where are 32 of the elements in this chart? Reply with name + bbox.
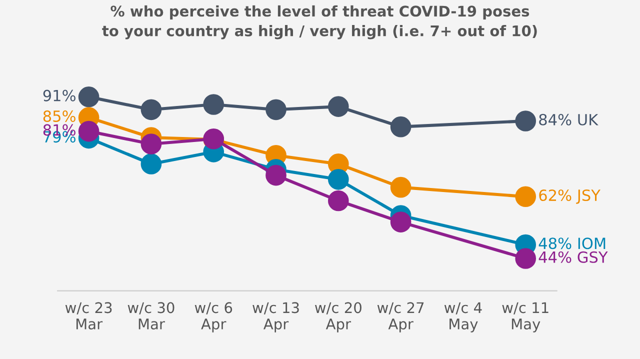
x-tick-label: w/c 20 Apr xyxy=(314,302,362,332)
point xyxy=(203,94,224,115)
point xyxy=(328,169,349,190)
point xyxy=(328,96,349,117)
x-tick-label: w/c 30 Mar xyxy=(128,302,174,330)
data-label: 91% xyxy=(43,90,76,102)
text: 48% IOM xyxy=(538,238,606,250)
point xyxy=(78,120,100,142)
point xyxy=(328,190,349,212)
x-tick-label: w/c 13 Apr xyxy=(252,302,299,332)
x-tick-label: w/c 11 May xyxy=(502,302,548,332)
x-tick-label: w/c 27 Apr xyxy=(377,302,424,332)
data-label: 85% xyxy=(43,110,76,122)
point xyxy=(140,154,162,174)
x-tick-label: w/c 4 May xyxy=(444,302,482,332)
point xyxy=(390,116,412,138)
point xyxy=(515,110,536,132)
point xyxy=(390,212,412,232)
point xyxy=(266,99,286,120)
point xyxy=(515,186,536,208)
x-tick-label: w/c 6 Apr xyxy=(194,302,232,332)
point xyxy=(515,248,536,269)
point xyxy=(78,86,100,108)
point xyxy=(140,99,162,120)
x-tick-label: w/c 23 Mar xyxy=(65,302,112,330)
text: 62% JSY xyxy=(539,189,600,204)
text: 44% GSY xyxy=(538,251,608,263)
point xyxy=(266,164,286,186)
point xyxy=(140,134,162,154)
text: 84% UK xyxy=(539,114,598,126)
chart-title: % who perceive the level of threat COVID-19 poses to your country as high / very high (i.e. 7+ out of 10) xyxy=(102,5,537,40)
point xyxy=(390,176,412,198)
